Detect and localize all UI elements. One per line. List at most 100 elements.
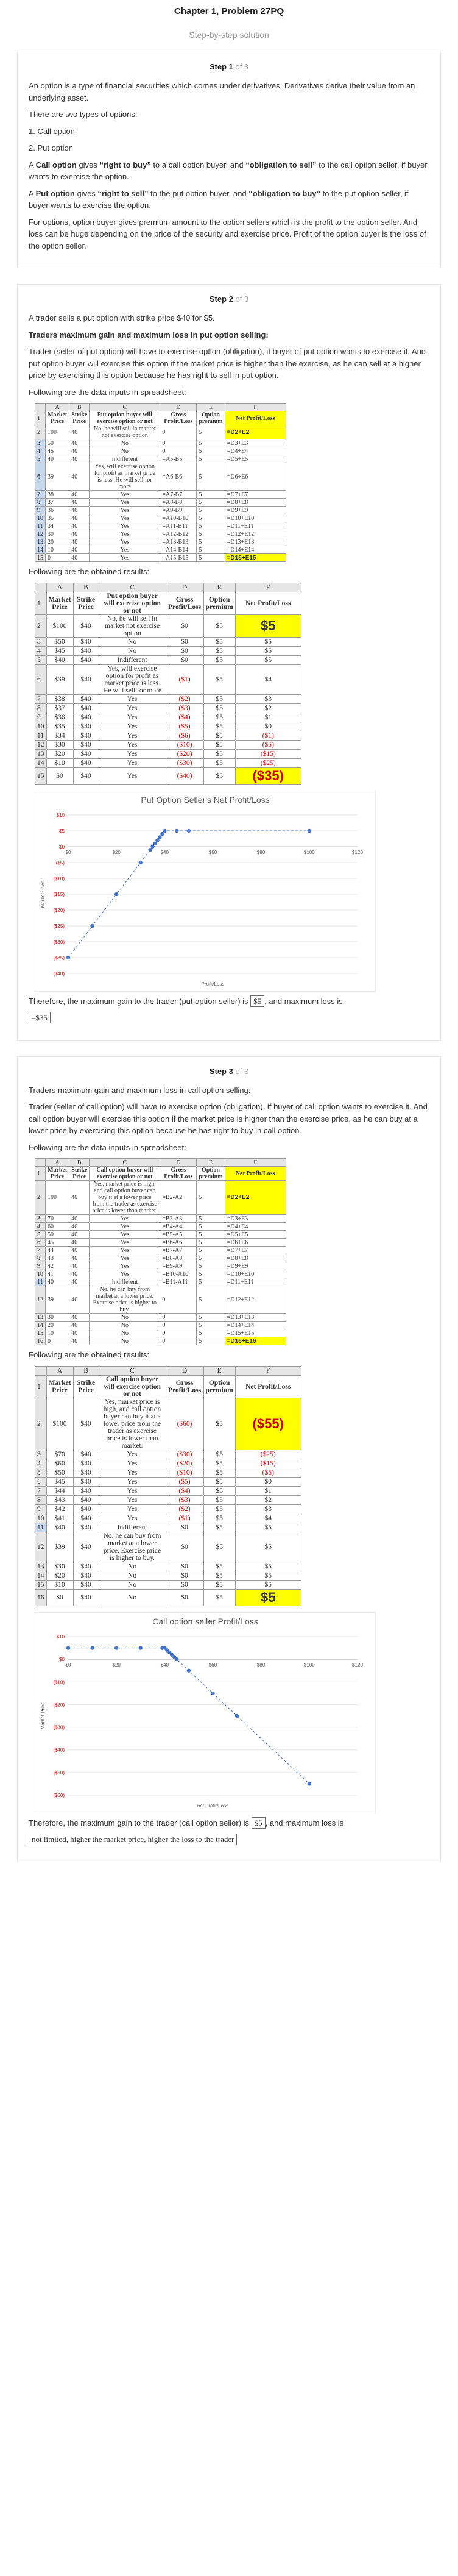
cell: 20: [44, 1321, 70, 1329]
table-row: 14 $20 $40 No $0 $5 $5: [35, 1570, 301, 1581]
term: Call option: [35, 160, 77, 169]
y-tick-label: ($25): [53, 923, 65, 929]
cell: ($10): [165, 1467, 204, 1478]
cell: 44: [44, 1246, 70, 1254]
cell: $30: [46, 739, 74, 750]
cell: No: [98, 1589, 166, 1606]
table-row: 10 41 40 Yes =B10-A10 5 =D10+E10: [35, 1270, 286, 1278]
row-number: 12: [35, 1531, 47, 1562]
cell: 5: [196, 546, 225, 554]
cell: 5: [196, 498, 225, 507]
cell: $5: [203, 767, 236, 785]
call-loss-line: not limited, higher the market price, hi…: [29, 1834, 429, 1846]
column-letter: C: [89, 1158, 161, 1167]
cell: 5: [196, 1337, 225, 1345]
column-header: Option premium: [203, 591, 236, 615]
cell: 5: [196, 1270, 225, 1278]
cell: $40: [72, 655, 99, 665]
column-letter: C: [89, 403, 161, 411]
cell: =D5+E5: [224, 1230, 286, 1239]
column-header: Gross Profit/Loss: [160, 1166, 197, 1181]
cell: $5: [234, 1522, 301, 1532]
cell: $36: [46, 712, 74, 722]
cell: =B4-A4: [160, 1222, 197, 1231]
paragraph: Following are the obtained results:: [29, 567, 150, 576]
data-point: [153, 841, 157, 845]
cell: $40: [72, 646, 99, 656]
cell: ($2): [165, 694, 204, 704]
step-count: of 3: [235, 62, 249, 71]
cell: 5: [196, 439, 225, 447]
cell: 0: [160, 1337, 197, 1345]
data-point: [186, 1668, 191, 1673]
y-tick-label: ($15): [53, 892, 65, 897]
cell: ($1): [234, 730, 301, 741]
cell: $40: [72, 694, 99, 704]
paragraph: For options, option buyer gives premium …: [29, 217, 426, 251]
table-row: 8 43 40 Yes =B8-A8 5 =D8+E8: [35, 1254, 286, 1262]
cell: $43: [46, 1495, 74, 1505]
cell: 37: [44, 498, 70, 507]
cell: ($2): [165, 1504, 204, 1514]
row-number: 5: [35, 1467, 47, 1478]
cell: 39: [44, 463, 70, 491]
cell: 5: [196, 1222, 225, 1231]
table-row: 3 $70 $40 Yes ($30) $5 ($25): [35, 1449, 301, 1459]
data-point: [307, 1781, 311, 1786]
column-letter: F: [224, 1158, 286, 1167]
cell: $40: [46, 1522, 74, 1532]
cell: 5: [196, 1214, 225, 1223]
table-row: 15 $10 $40 No $0 $5 $5: [35, 1579, 301, 1590]
cell: =D13+E13: [224, 538, 286, 546]
row-number: 7: [35, 1246, 46, 1254]
cell: $40: [72, 1522, 99, 1532]
max-loss-answer: –$35: [29, 1012, 51, 1023]
chart-title: Put Option Seller's Net Profit/Loss: [141, 795, 269, 805]
cell: =D10+E10: [224, 514, 286, 522]
cell: 5: [196, 425, 225, 439]
cell: =B6-A6: [160, 1238, 197, 1247]
cell: $5: [203, 1449, 236, 1459]
cell: 45: [44, 1238, 70, 1247]
cell: 40: [69, 439, 90, 447]
table-row: 8 37 40 Yes =A8-B8 5 =D8+E8: [35, 498, 286, 507]
cell: $44: [46, 1485, 74, 1496]
table-row: 6 $39 $40 Yes, will exercise option for pro…: [35, 664, 301, 695]
cell: No, he can buy from market at a lower pr…: [98, 1531, 166, 1562]
cell: 40: [69, 498, 90, 507]
row-number: 15: [35, 767, 47, 785]
cell: No: [98, 1570, 166, 1581]
cell: $5: [203, 730, 236, 741]
put-formula-spreadsheet: A B C D E F 1 Market Price Strike Price Put optio…: [35, 403, 286, 562]
cell: =D12+E12: [224, 530, 286, 538]
paragraph: Following are the data inputs in spreads…: [29, 1142, 186, 1152]
row-number: 6: [35, 463, 46, 491]
text: A: [29, 160, 36, 169]
row-number: 3: [35, 439, 46, 447]
cell: $5: [203, 646, 236, 656]
chart-frame: [35, 1612, 376, 1813]
column-letter: D: [160, 403, 197, 411]
row-number: 15: [35, 1329, 46, 1337]
cell: 5: [196, 1262, 225, 1270]
cell: 5: [196, 538, 225, 546]
row-number: 11: [35, 522, 46, 530]
cell: Yes, market price is high, and call opti…: [89, 1180, 161, 1215]
cell: $40: [72, 1495, 99, 1505]
data-point: [138, 860, 143, 864]
cell: =D7+E7: [224, 1246, 286, 1254]
column-header: Net Profit/Loss: [224, 1166, 286, 1181]
table-row: 4 60 40 Yes =B4-A4 5 =D4+E4: [35, 1222, 286, 1231]
cell: $40: [72, 1467, 99, 1478]
table-row: 7 $38 $40 Yes ($2) $5 $3: [35, 694, 301, 704]
row-number: 12: [35, 1286, 46, 1314]
header-row: 1 Market Price Strike Price Put option buye…: [35, 411, 286, 425]
cell: $40: [72, 730, 99, 741]
cell: Yes: [89, 490, 161, 499]
row-number: 13: [35, 1313, 46, 1322]
table-row: 15 10 40 No 0 5 =D15+E15: [35, 1329, 286, 1337]
cell: No: [89, 447, 161, 455]
cell: =D5+E5: [224, 455, 286, 463]
cell: Yes: [98, 1485, 166, 1496]
text: A: [29, 188, 36, 198]
